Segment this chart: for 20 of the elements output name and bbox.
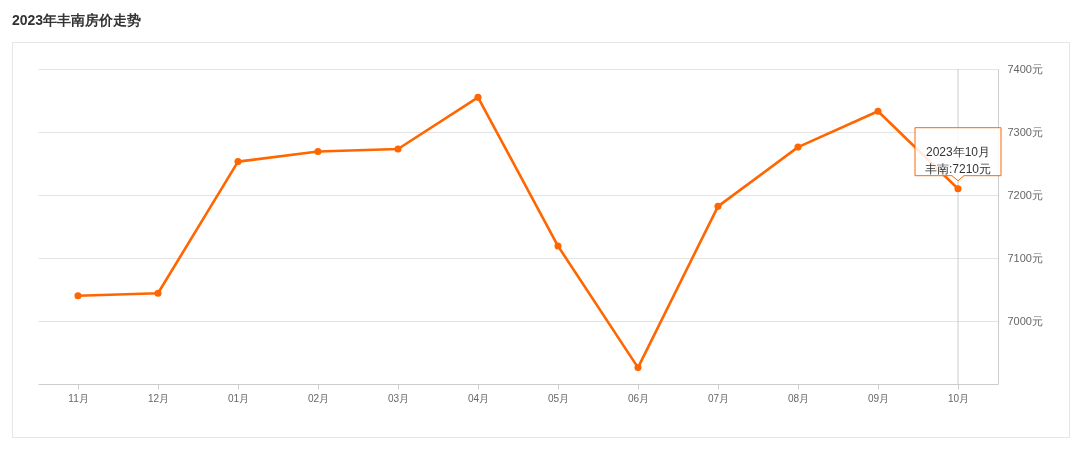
x-tick-label: 02月 xyxy=(307,392,330,404)
x-tick-label: 03月 xyxy=(387,392,410,404)
x-tick-label: 04月 xyxy=(467,392,490,404)
chart-title: 2023年丰南房价走势 xyxy=(12,12,142,28)
y-tick-label: 7000元 xyxy=(1007,314,1043,327)
annotation: 丰南:7210元 xyxy=(924,161,992,176)
x-tick-label: 07月 xyxy=(707,392,730,404)
x-tick-label: 01月 xyxy=(227,392,250,404)
x-tick-label: 09月 xyxy=(867,392,890,404)
y-tick-label: 7200元 xyxy=(1007,188,1043,201)
annotation: 2023年10月 xyxy=(925,144,991,159)
x-tick-label: 05月 xyxy=(547,392,570,404)
x-tick-label: 10月 xyxy=(947,392,970,404)
y-tick-label: 7400元 xyxy=(1007,62,1043,75)
x-tick-label: 11月 xyxy=(68,392,89,404)
x-tick-label: 08月 xyxy=(787,392,810,404)
y-tick-label: 7300元 xyxy=(1007,125,1043,138)
y-tick-label: 7100元 xyxy=(1007,251,1043,264)
x-tick-label: 12月 xyxy=(147,392,170,404)
x-tick-label: 06月 xyxy=(627,392,650,404)
